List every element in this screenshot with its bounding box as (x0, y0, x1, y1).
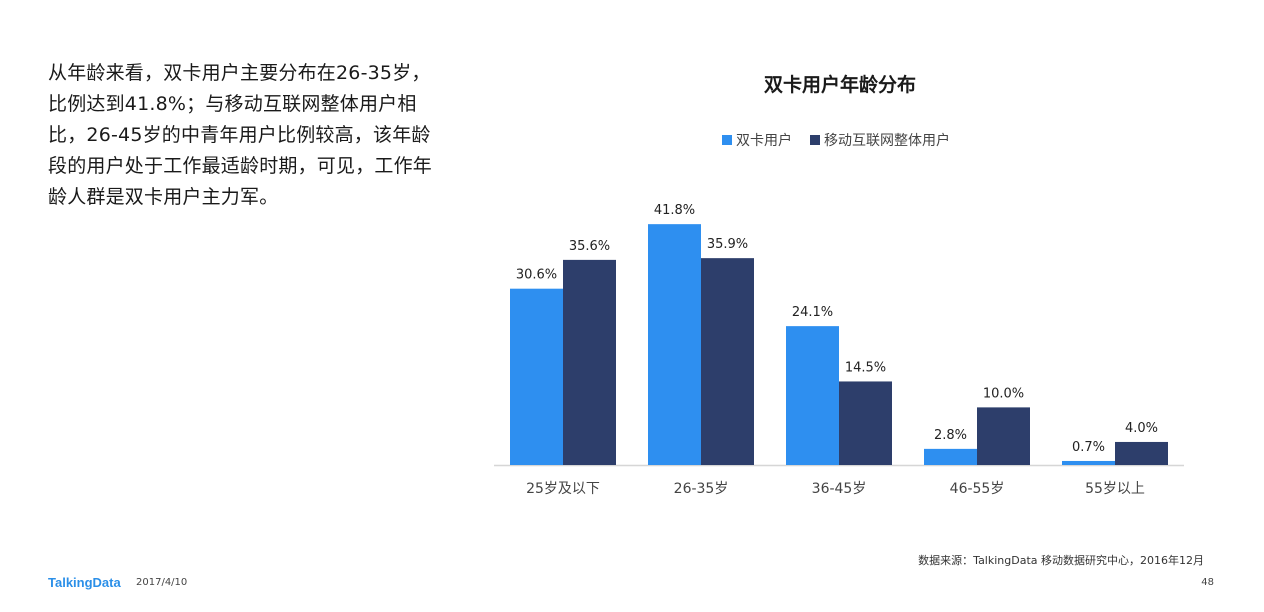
page-number: 48 (1201, 577, 1214, 588)
data-label-dual-sim-3: 2.8% (934, 428, 967, 443)
data-label-dual-sim-4: 0.7% (1072, 440, 1105, 455)
data-label-dual-sim-0: 30.6% (516, 268, 557, 283)
bar-dual-sim-3 (924, 448, 977, 465)
data-label-overall-3: 10.0% (983, 386, 1024, 401)
legend-label-overall: 移动互联网整体用户 (824, 133, 950, 149)
legend-swatch-overall (810, 135, 820, 145)
chart-title: 双卡用户年龄分布 (763, 74, 916, 96)
bar-overall-3 (977, 407, 1030, 465)
bar-overall-1 (701, 258, 754, 465)
bar-overall-4 (1115, 441, 1168, 465)
bar-overall-2 (839, 381, 892, 465)
category-label-2: 36-45岁 (812, 481, 867, 497)
category-label-4: 55岁以上 (1085, 481, 1145, 497)
legend-item-dual-sim: 双卡用户 (722, 130, 792, 150)
data-label-overall-2: 14.5% (845, 360, 886, 375)
data-label-overall-0: 35.6% (569, 239, 610, 254)
data-label-overall-4: 4.0% (1125, 421, 1158, 436)
bar-dual-sim-1 (648, 224, 701, 465)
legend-swatch-dual-sim (722, 135, 732, 145)
data-source-note: 数据来源：TalkingData 移动数据研究中心，2016年12月 (918, 554, 1204, 567)
intro-paragraph: 从年龄来看，双卡用户主要分布在26-35岁，比例达到41.8%；与移动互联网整体… (48, 62, 433, 208)
category-label-0: 25岁及以下 (526, 481, 600, 497)
bar-overall-0 (563, 259, 616, 465)
data-label-dual-sim-1: 41.8% (654, 203, 695, 218)
bar-dual-sim-2 (786, 326, 839, 465)
report-date: 2017/4/10 (136, 577, 188, 588)
bar-dual-sim-0 (510, 288, 563, 465)
legend-item-overall: 移动互联网整体用户 (810, 130, 950, 150)
legend-label-dual-sim: 双卡用户 (736, 133, 792, 149)
category-label-1: 26-35岁 (674, 481, 729, 497)
data-label-overall-1: 35.9% (707, 237, 748, 252)
category-label-3: 46-55岁 (950, 481, 1005, 497)
talkingdata-logo: TalkingData (48, 575, 121, 590)
bar-dual-sim-4 (1062, 460, 1115, 465)
chart-legend: 双卡用户 移动互联网整体用户 (722, 130, 968, 150)
data-label-dual-sim-2: 24.1% (792, 305, 833, 320)
